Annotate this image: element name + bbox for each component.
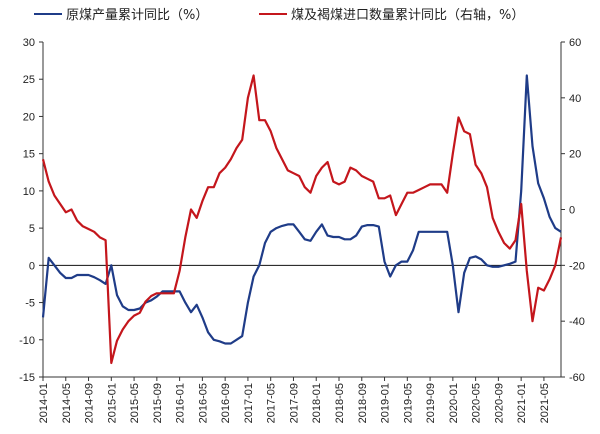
right-tick-label: -20 bbox=[569, 260, 585, 272]
x-tick-label: 2016-09 bbox=[220, 383, 232, 423]
x-tick-label: 2019-05 bbox=[402, 383, 414, 423]
left-tick-label: -15 bbox=[19, 372, 35, 384]
x-tick-label: 2015-05 bbox=[129, 383, 141, 423]
right-tick-label: 20 bbox=[569, 149, 581, 161]
right-tick-label: 0 bbox=[569, 205, 575, 217]
legend-left-series: 原煤产量累计同比（%） bbox=[34, 4, 208, 23]
left-tick-label: 20 bbox=[23, 111, 35, 123]
left-tick-label: 25 bbox=[23, 74, 35, 86]
x-tick-label: 2014-05 bbox=[61, 383, 73, 423]
x-tick-label: 2019-01 bbox=[380, 383, 392, 423]
x-tick-label: 2018-01 bbox=[311, 383, 323, 423]
legend-swatch-coal-output bbox=[34, 12, 62, 15]
x-tick-label: 2020-01 bbox=[448, 383, 460, 423]
series-line-coal-output bbox=[41, 74, 562, 345]
right-tick-label: 60 bbox=[569, 37, 581, 49]
x-tick-label: 2021-01 bbox=[516, 383, 528, 423]
tick-label-layer: -15 -10 -5 0 5 10 15 20 25 30 -60 -40 -20 0 20 40 60 2014… bbox=[19, 37, 585, 423]
left-tick-label: 0 bbox=[29, 260, 35, 272]
x-tick-label: 2019-09 bbox=[425, 383, 437, 423]
legend-swatch-coal-imports bbox=[259, 12, 287, 15]
x-tick-label: 2016-05 bbox=[197, 383, 209, 423]
left-tick-label: -10 bbox=[19, 335, 35, 347]
series-line-coal-imports bbox=[41, 74, 563, 365]
x-tick-label: 2014-01 bbox=[38, 383, 50, 423]
left-tick-label: 10 bbox=[23, 186, 35, 198]
right-tick-label: -60 bbox=[569, 372, 585, 384]
legend-right-series: 煤及褐煤进口数量累计同比（右轴，%） bbox=[259, 4, 524, 23]
x-tick-label: 2017-09 bbox=[288, 383, 300, 423]
x-tick-label: 2015-01 bbox=[106, 383, 118, 423]
x-tick-label: 2020-05 bbox=[471, 383, 483, 423]
series-layer bbox=[41, 74, 563, 365]
x-tick-label: 2016-01 bbox=[175, 383, 187, 423]
right-tick-label: -40 bbox=[569, 316, 585, 328]
axes-layer bbox=[39, 41, 565, 381]
x-tick-label: 2014-09 bbox=[84, 383, 96, 423]
x-tick-label: 2021-05 bbox=[539, 383, 551, 423]
left-tick-label: 30 bbox=[23, 37, 35, 49]
x-tick-label: 2018-09 bbox=[357, 383, 369, 423]
right-tick-label: 40 bbox=[569, 93, 581, 105]
x-tick-label: 2015-09 bbox=[152, 383, 164, 423]
left-tick-label: -5 bbox=[25, 298, 35, 310]
x-tick-label: 2017-05 bbox=[266, 383, 278, 423]
x-tick-label: 2018-05 bbox=[334, 383, 346, 423]
left-tick-label: 5 bbox=[29, 223, 35, 235]
legend-label-coal-imports: 煤及褐煤进口数量累计同比（右轴，%） bbox=[291, 8, 525, 23]
x-tick-label: 2020-09 bbox=[493, 383, 505, 423]
left-tick-label: 15 bbox=[23, 149, 35, 161]
legend-label-coal-output: 原煤产量累计同比（%） bbox=[66, 8, 209, 23]
x-tick-label: 2017-01 bbox=[243, 383, 255, 423]
